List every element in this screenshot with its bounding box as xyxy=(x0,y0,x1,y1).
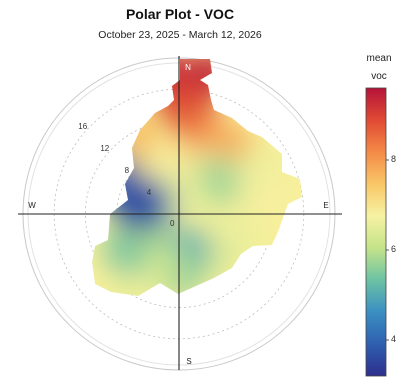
radial-tick-label-8: 8 xyxy=(125,166,130,175)
concentration-surface xyxy=(92,59,302,296)
direction-label-s: S xyxy=(186,357,191,366)
radial-tick-labels: 0 4 8 12 16 xyxy=(78,122,175,228)
colorbar-tick-label-6: 6 xyxy=(391,244,397,254)
surface-point-11 xyxy=(247,173,296,222)
surface-point-25 xyxy=(114,184,163,233)
colorbar xyxy=(365,87,389,377)
radial-tick-label-0: 0 xyxy=(170,219,175,228)
surface-point-13 xyxy=(161,171,210,220)
direction-label-w: W xyxy=(28,201,36,210)
colorbar-tick-label-8: 8 xyxy=(391,154,397,164)
radial-tick-label-12: 12 xyxy=(100,144,109,153)
direction-label-n: N xyxy=(185,63,191,72)
chart-subtitle: October 23, 2025 - March 12, 2026 xyxy=(98,29,262,41)
radial-tick-label-16: 16 xyxy=(78,122,87,131)
direction-labels: N E S W xyxy=(28,63,328,366)
chart-title: Polar Plot - VOC xyxy=(125,6,235,22)
colorbar-title-line-2: voc xyxy=(371,71,387,82)
colorbar-title-line-1: mean xyxy=(366,53,392,64)
colorbar-tick-label-4: 4 xyxy=(391,334,397,344)
direction-label-e: E xyxy=(323,201,328,210)
colorbar-bar xyxy=(365,87,387,377)
compass-axes xyxy=(18,56,342,370)
radial-tick-label-4: 4 xyxy=(147,188,152,197)
